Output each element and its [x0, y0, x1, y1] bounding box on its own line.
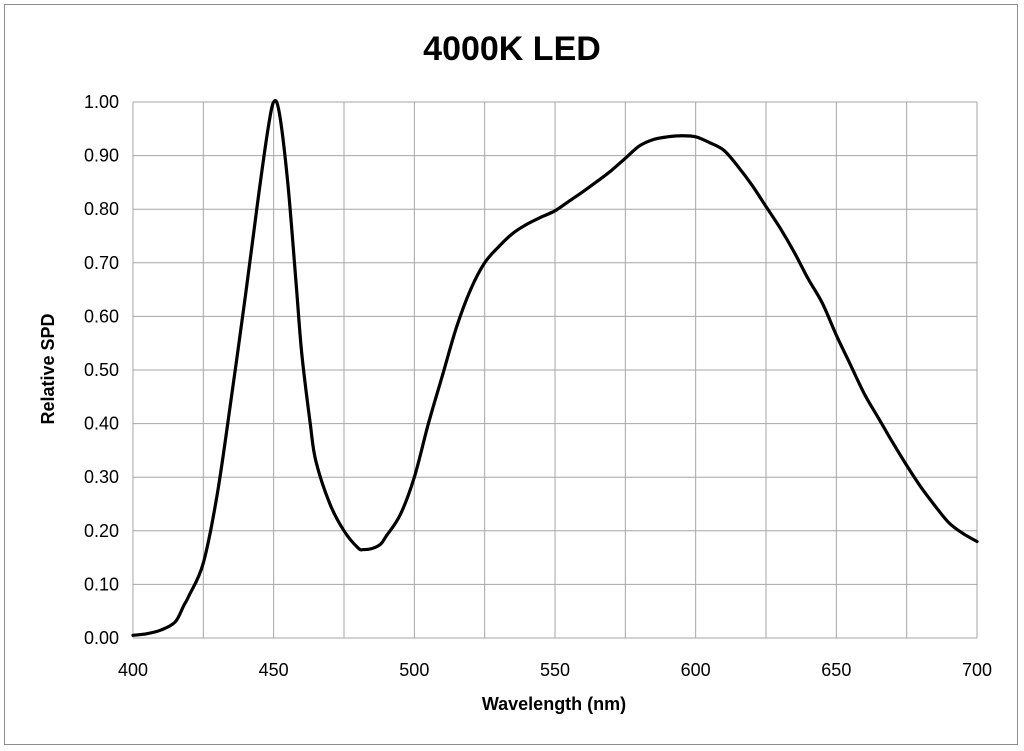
y-tick-label: 0.40 — [84, 414, 119, 434]
spd-series-line — [131, 99, 979, 637]
y-tick-label: 0.10 — [84, 574, 119, 594]
x-tick-label: 550 — [540, 660, 570, 680]
x-tick-label: 500 — [399, 660, 429, 680]
grid — [132, 101, 978, 639]
y-tick-label: 0.30 — [84, 467, 119, 487]
chart-frame — [4, 4, 1018, 745]
y-axis-label: Relative SPD — [38, 313, 58, 424]
y-tick-label: 0.90 — [84, 146, 119, 166]
y-tick-label: 0.00 — [84, 628, 119, 648]
y-tick-label: 0.80 — [84, 199, 119, 219]
x-tick-label: 450 — [259, 660, 289, 680]
x-tick-label: 400 — [118, 660, 148, 680]
y-tick-label: 1.00 — [84, 92, 119, 112]
y-tick-label: 0.60 — [84, 306, 119, 326]
x-axis-label: Wavelength (nm) — [482, 694, 626, 714]
x-tick-label: 600 — [681, 660, 711, 680]
y-tick-label: 0.20 — [84, 521, 119, 541]
y-tick-labels: 0.00 0.10 0.20 0.30 0.40 0.50 0.60 0.70 0.80 0.90… — [84, 92, 119, 648]
chart-title: 4000K LED — [423, 30, 601, 68]
y-tick-label: 0.50 — [84, 360, 119, 380]
x-tick-label: 650 — [821, 660, 851, 680]
x-tick-label: 700 — [962, 660, 992, 680]
y-tick-label: 0.70 — [84, 253, 119, 273]
x-tick-labels: 400 450 500 550 600 650 700 — [118, 660, 992, 680]
